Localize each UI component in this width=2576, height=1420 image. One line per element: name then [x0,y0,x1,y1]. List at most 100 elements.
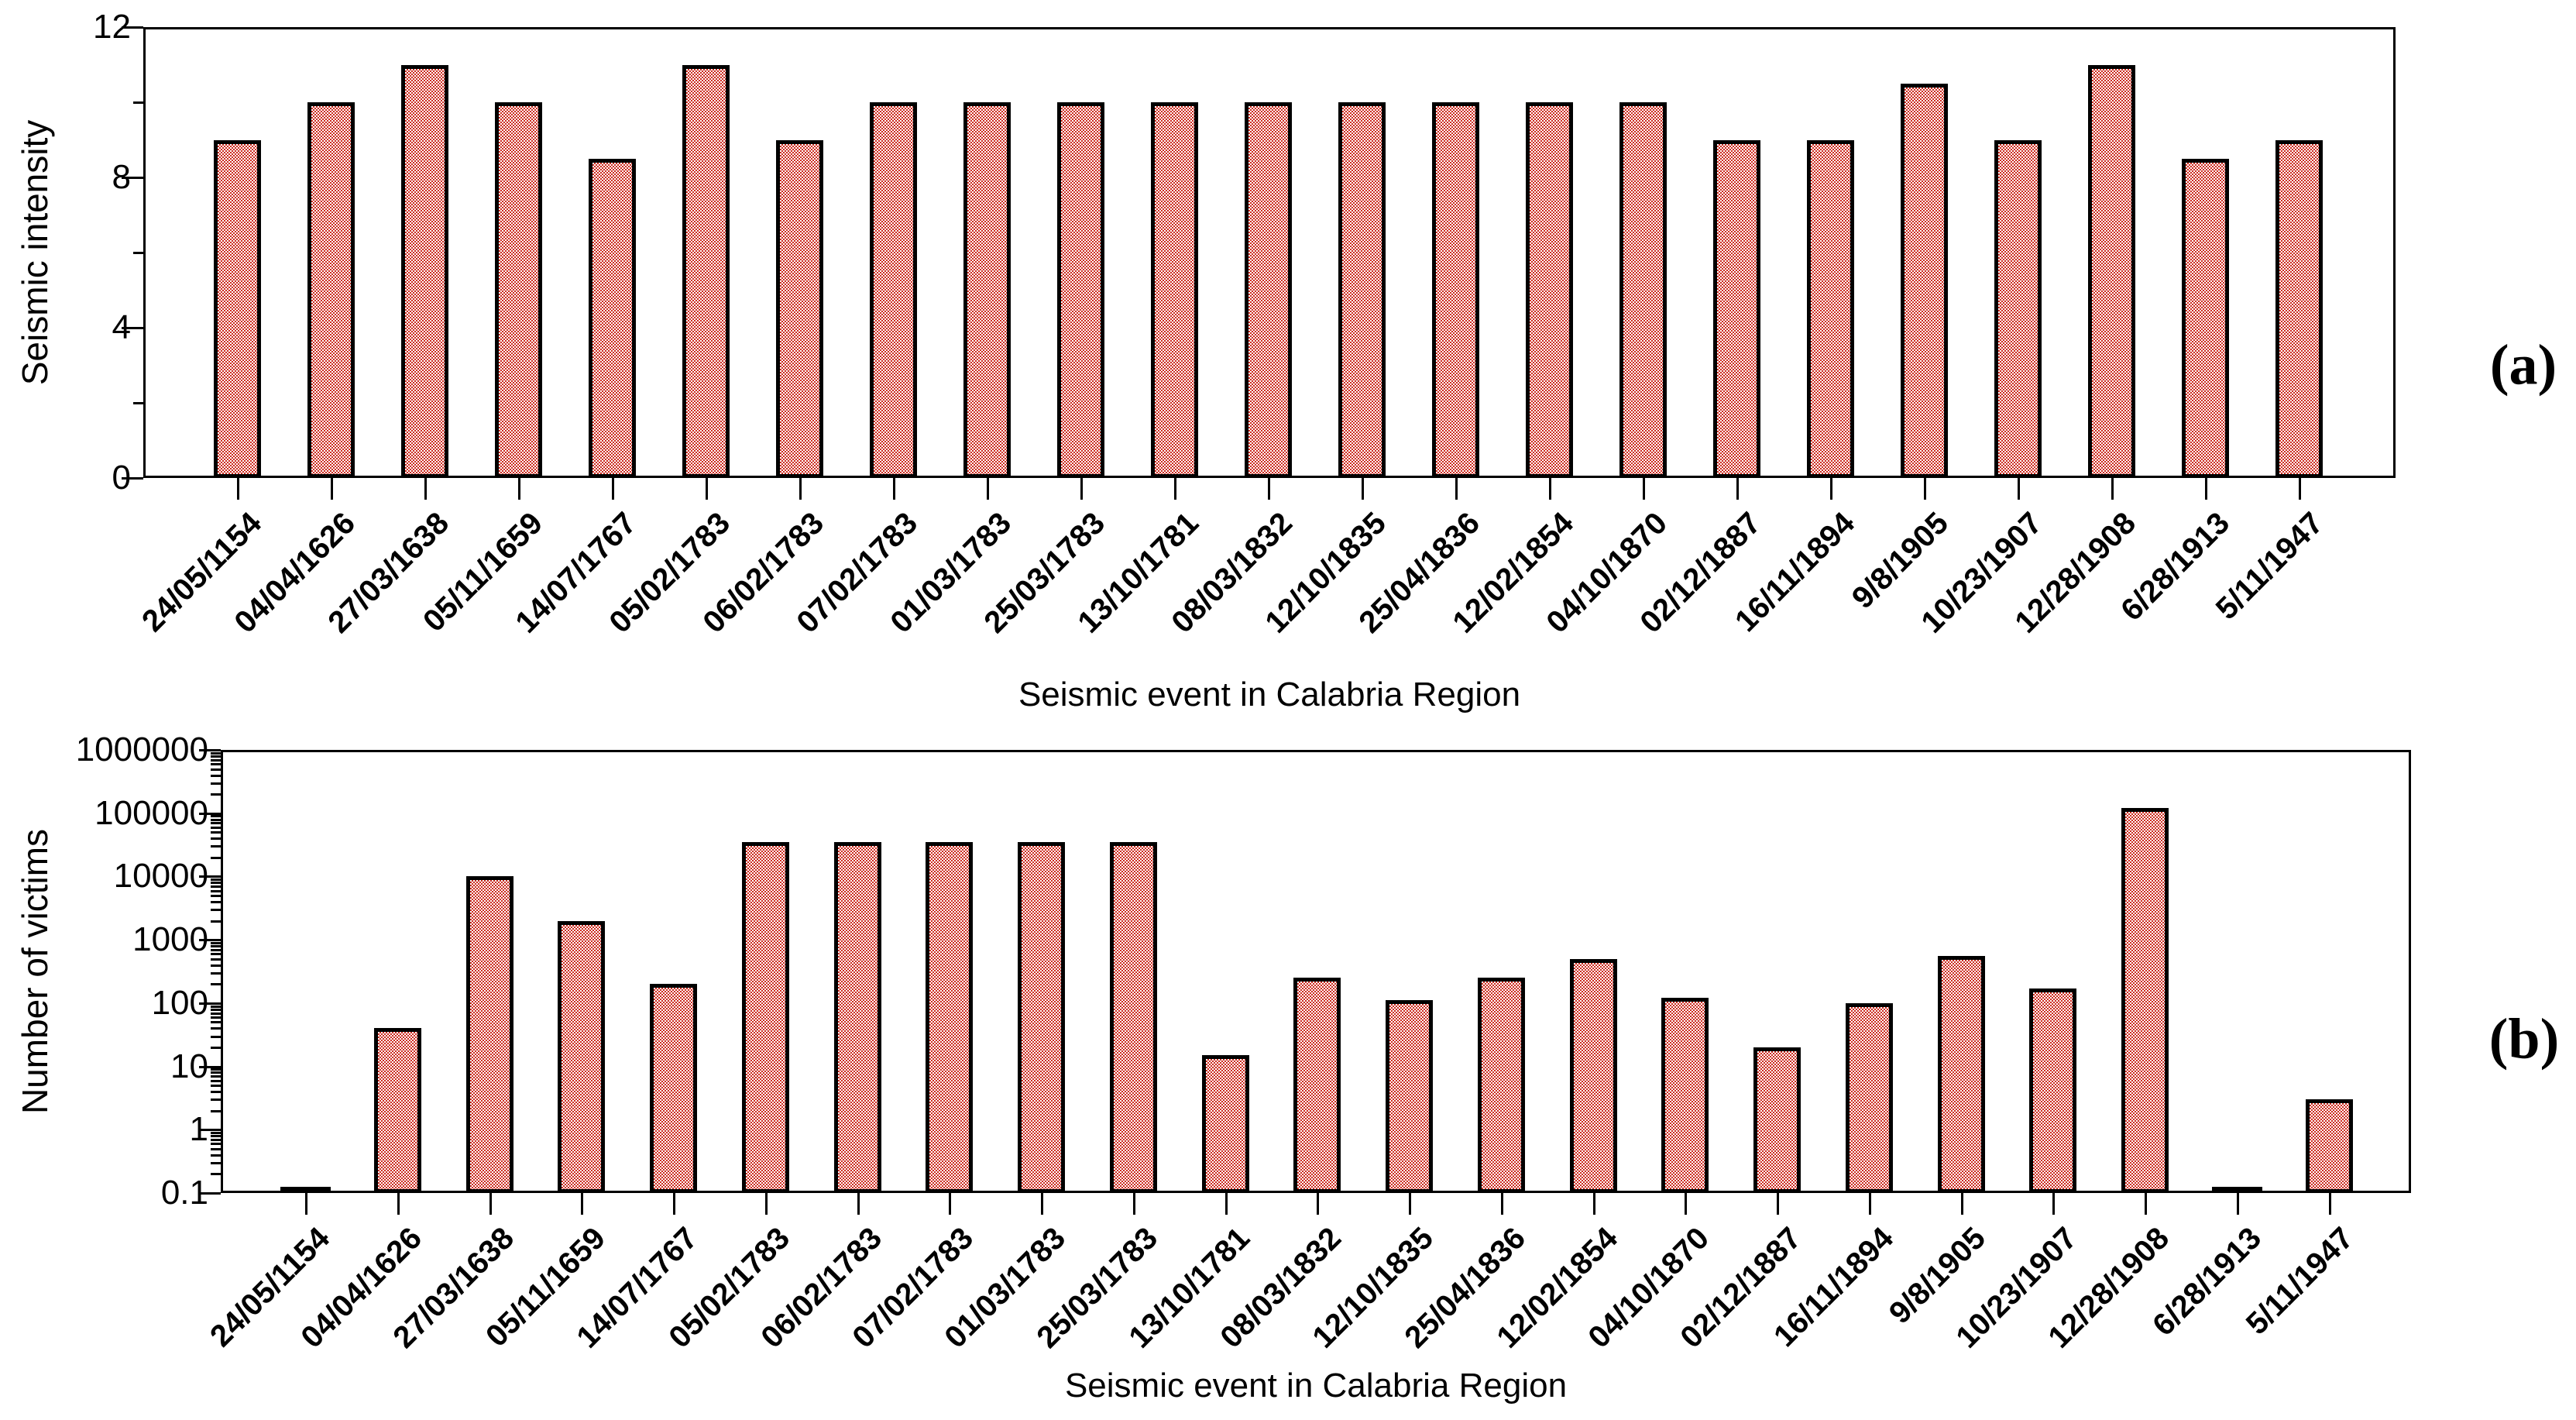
bar-08/03/1832 [1293,978,1341,1193]
panel-a-y-tick [133,402,143,404]
bar-9/8/1905 [1901,84,1948,478]
bar-04/10/1870 [1661,998,1709,1193]
panel-b-y-tick [211,782,221,785]
panel-b-y-tick [211,768,221,771]
bar-27/03/1638 [466,876,513,1193]
panel-a-x-tick [2111,478,2114,500]
panel-a-y-tick [122,177,143,179]
panel-b-y-tick [211,752,221,755]
panel-b-y-tick [211,983,221,985]
bar-6/28/1913 [2182,159,2229,478]
panel-b-y-tick-label: 1000000 [75,731,208,768]
panel-b-x-tick [1501,1193,1503,1215]
panel-b-x-tick [765,1193,768,1215]
panel-b-y-tick [199,1192,221,1195]
panel-a-x-tick [331,478,333,500]
bar-14/07/1767 [589,159,636,478]
panel-b-y-tick [211,953,221,955]
panel-b-y-tick [199,749,221,751]
panel-a-x-tick [424,478,427,500]
panel-b-x-axis-title: Seismic event in Calabria Region [1064,1367,1568,1405]
panel-b-x-tick [1869,1193,1871,1215]
panel-b-y-tick [211,827,221,829]
panel-b-y-tick [211,958,221,961]
bar-24/05/1154 [214,140,261,478]
panel-b-y-tick-label: 100000 [94,794,208,832]
panel-b-y-tick [211,1047,221,1049]
panel-b-y-tick [211,759,221,762]
bar-02/12/1887 [1713,140,1760,478]
panel-b-y-tick [211,1016,221,1019]
panel-a-y-tick-label: 4 [112,308,131,346]
panel-a-y-tick [122,327,143,329]
panel-b-y-tick-label: 10 [170,1047,208,1085]
panel-b-x-tick [1317,1193,1319,1215]
panel-a-x-tick [893,478,895,500]
bar-07/02/1783 [870,102,917,478]
panel-b-x-tick [581,1193,583,1215]
panel-a-x-tick [1549,478,1551,500]
bar-12/02/1854 [1526,102,1573,478]
panel-b-y-tick [211,819,221,821]
panel-b-y-tick [211,763,221,765]
bar-05/02/1783 [682,65,730,478]
bar-12/10/1835 [1386,1000,1433,1193]
panel-b-y-tick-label: 100 [151,984,208,1022]
panel-a-x-tick [1268,478,1270,500]
panel-b-y-tick [211,901,221,903]
panel-a-x-tick [799,478,802,500]
panel-b-y-tick [211,945,221,947]
panel-b-x-tick [1041,1193,1043,1215]
panel-b-y-tick [211,775,221,777]
panel-b-y-tick [199,1066,221,1068]
panel-b-y-tick [199,939,221,941]
panel-b-x-tick [489,1193,492,1215]
panel-a-x-tick [987,478,989,500]
panel-b-x-tick [1133,1193,1135,1215]
panel-a-x-tick [2205,478,2207,500]
bar-04/10/1870 [1619,102,1667,478]
panel-a-tag-label: (a) [2489,333,2557,397]
panel-b-y-tick [211,1013,221,1015]
panel-b-y-tick [211,793,221,796]
panel-b-x-tick [2237,1193,2239,1215]
bar-6/28/1913 [2212,1187,2262,1193]
panel-b-y-tick-label: 1 [189,1110,208,1148]
panel-b-y-tick-label: 1000 [132,920,208,958]
panel-a-x-tick [706,478,708,500]
panel-b-y-tick [211,1162,221,1164]
panel-b-y-tick [211,1099,221,1101]
bar-5/11/1947 [2275,140,2323,478]
panel-a-y-tick-label: 8 [112,158,131,196]
panel-b-y-tick [211,942,221,944]
panel-b-x-tick [1685,1193,1687,1215]
panel-a-x-tick [1174,478,1176,500]
panel-b-y-tick [211,755,221,758]
bar-14/07/1767 [650,984,697,1193]
panel-b-y-tick [211,831,221,834]
panel-b-x-tick [2329,1193,2331,1215]
bar-27/03/1638 [401,65,448,478]
panel-b-tag-label: (b) [2488,1007,2560,1071]
bar-05/11/1659 [495,102,542,478]
bar-12/28/1908 [2121,808,2169,1193]
panel-a-y-tick [133,252,143,254]
panel-b-y-tick [199,1002,221,1005]
bar-01/03/1783 [963,102,1011,478]
bar-13/10/1781 [1202,1055,1249,1193]
panel-b-y-tick [211,1135,221,1137]
panel-b-y-tick [199,875,221,878]
bar-25/03/1783 [1110,842,1157,1193]
panel-b-y-tick [211,1080,221,1082]
panel-a-x-tick [237,478,239,500]
panel-a-y-tick-label: 0 [112,459,131,497]
panel-a-y-tick [133,101,143,104]
panel-b-y-tick [211,1068,221,1071]
bar-24/05/1154 [280,1187,331,1193]
panel-b-y-tick-label: 0.1 [160,1174,208,1212]
panel-b-y-tick [211,837,221,840]
panel-b-x-tick [673,1193,675,1215]
panel-b-x-tick [305,1193,307,1215]
panel-b-y-tick [211,964,221,967]
panel-a-x-tick [2018,478,2020,500]
